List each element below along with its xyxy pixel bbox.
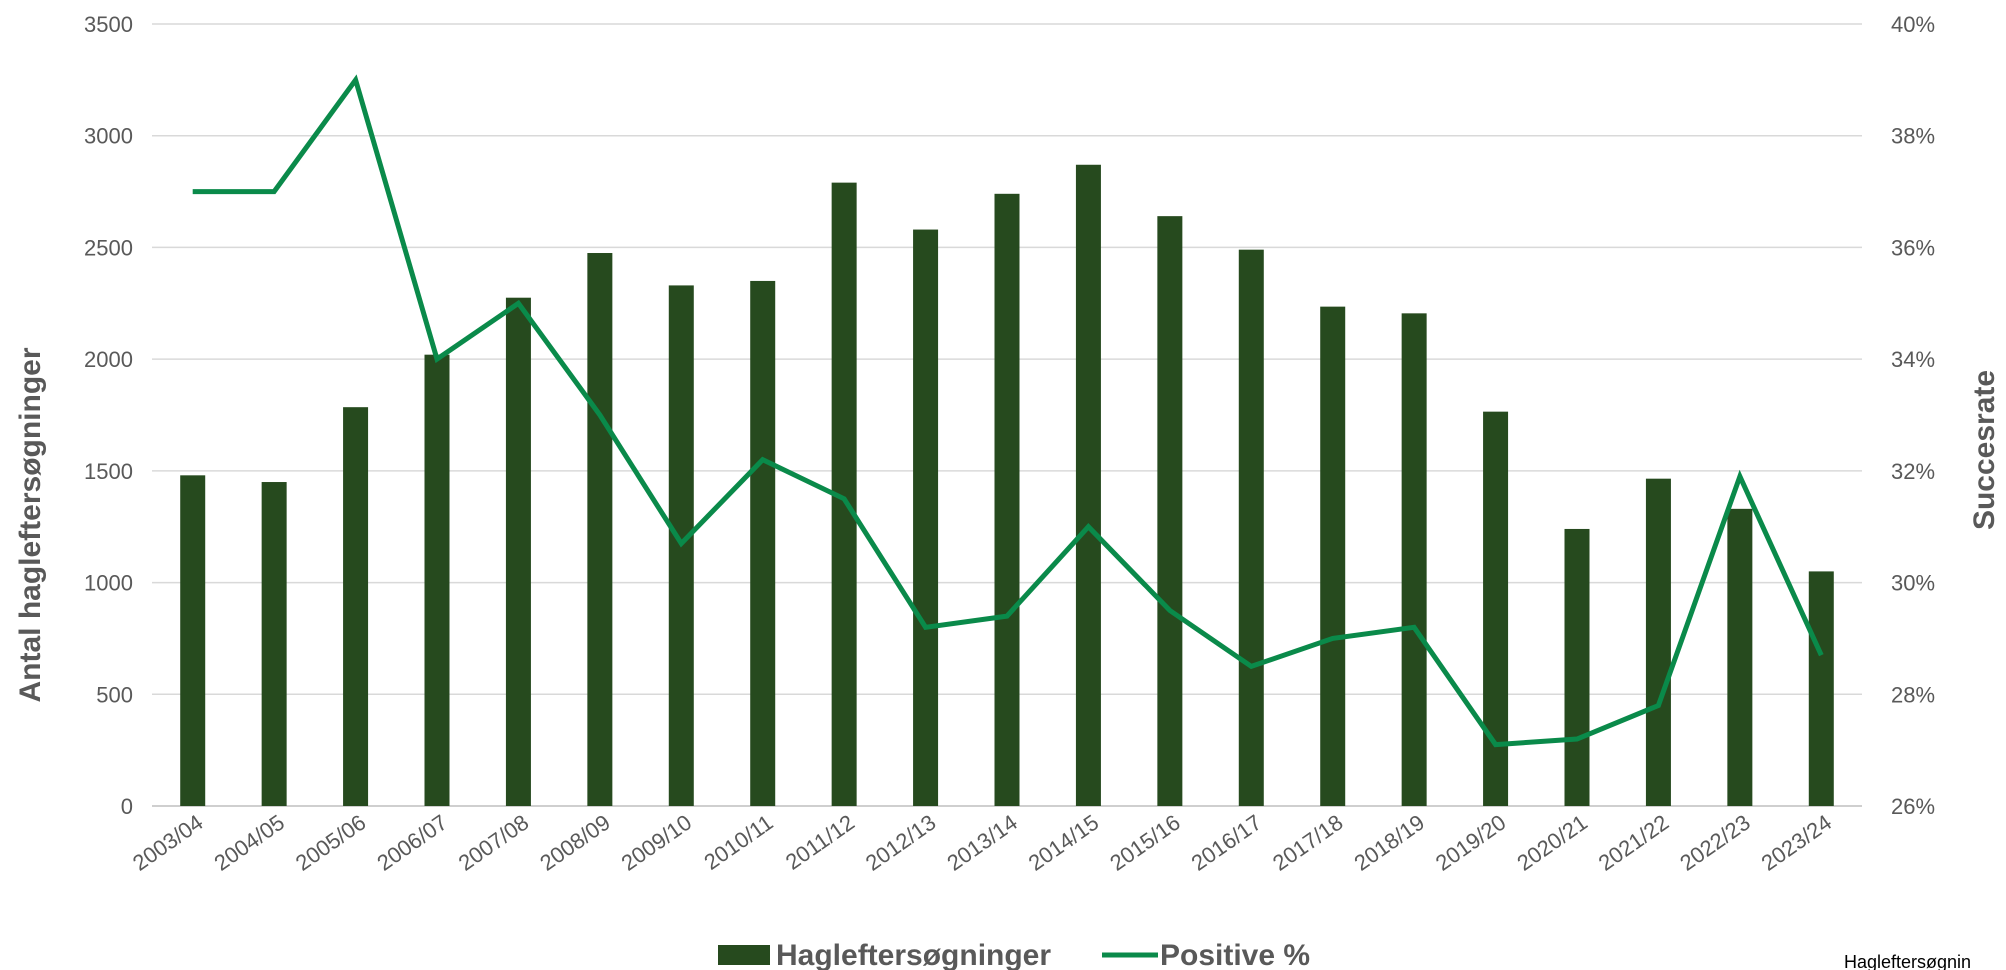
x-tick-label: 2004/05 — [210, 810, 289, 876]
left-tick-label: 2000 — [84, 347, 133, 372]
bar — [1075, 164, 1101, 806]
left-tick-label: 500 — [96, 682, 133, 707]
right-tick-label: 32% — [1891, 459, 1935, 484]
right-tick-label: 28% — [1891, 682, 1935, 707]
bar-series — [180, 164, 1834, 807]
right-tick-label: 38% — [1891, 124, 1935, 149]
right-tick-label: 26% — [1891, 794, 1935, 819]
bar — [1238, 249, 1264, 807]
x-tick-label: 2009/10 — [617, 810, 696, 876]
bar — [1808, 571, 1834, 806]
right-tick-label: 40% — [1891, 12, 1935, 37]
left-tick-label: 1500 — [84, 459, 133, 484]
footer-note: Hagleftersøgnin — [1844, 952, 1971, 970]
x-tick-label: 2019/20 — [1431, 810, 1510, 876]
bar — [750, 280, 776, 806]
bar — [1157, 216, 1183, 807]
right-tick-label: 34% — [1891, 347, 1935, 372]
bar — [1645, 478, 1671, 806]
x-tick-label: 2013/14 — [942, 810, 1021, 876]
left-tick-label: 0 — [121, 794, 133, 819]
x-tick-label: 2021/22 — [1594, 810, 1673, 876]
left-tick-label: 1000 — [84, 571, 133, 596]
right-tick-label: 30% — [1891, 571, 1935, 596]
right-axis-ticks: 26% 28% 30% 32% 34% 36% 38% 40% — [1891, 12, 1935, 819]
x-tick-label: 2006/07 — [372, 810, 451, 876]
x-tick-label: 2011/12 — [781, 810, 859, 875]
bar — [994, 193, 1020, 806]
bar — [1320, 306, 1346, 806]
x-tick-label: 2016/17 — [1187, 810, 1266, 876]
bar — [913, 229, 939, 806]
left-tick-label: 3000 — [84, 124, 133, 149]
bar — [1727, 508, 1753, 806]
x-tick-label: 2023/24 — [1757, 810, 1836, 876]
left-axis-ticks: 0 500 1000 1500 2000 2500 3000 3500 — [84, 12, 133, 819]
right-tick-label: 36% — [1891, 235, 1935, 260]
x-tick-label: 2007/08 — [454, 810, 533, 876]
left-tick-label: 3500 — [84, 12, 133, 37]
bar — [180, 475, 206, 806]
bar — [261, 482, 287, 806]
legend-label-bars: Hagleftersøgninger — [776, 939, 1051, 970]
right-axis-title: Succesrate — [1968, 370, 2001, 530]
legend: Hagleftersøgninger Positive % — [718, 939, 1310, 970]
legend-swatch-bars — [718, 945, 770, 965]
bar — [1401, 313, 1427, 806]
x-tick-label: 2020/21 — [1512, 810, 1591, 876]
x-tick-label: 2015/16 — [1105, 810, 1184, 876]
x-axis-ticks: 2003/04 2004/05 2005/06 2006/07 2007/08 2008/… — [128, 810, 1836, 876]
x-tick-label: 2010/11 — [699, 810, 777, 875]
bar — [505, 297, 531, 806]
bar — [343, 407, 369, 806]
x-tick-label: 2003/04 — [128, 810, 207, 876]
bar — [1564, 528, 1590, 806]
x-tick-label: 2012/13 — [861, 810, 940, 876]
left-axis-title: Antal hagleftersøgninger — [14, 347, 47, 702]
x-tick-label: 2022/23 — [1675, 810, 1754, 876]
bar — [587, 253, 613, 806]
x-tick-label: 2017/18 — [1268, 810, 1347, 876]
legend-label-line: Positive % — [1160, 939, 1310, 970]
left-tick-label: 2500 — [84, 235, 133, 260]
bar — [424, 354, 450, 806]
x-tick-label: 2008/09 — [535, 810, 614, 876]
line-series — [192, 74, 1824, 748]
x-tick-label: 2005/06 — [291, 810, 370, 876]
x-tick-label: 2018/19 — [1350, 810, 1429, 876]
x-tick-label: 2014/15 — [1024, 810, 1103, 876]
